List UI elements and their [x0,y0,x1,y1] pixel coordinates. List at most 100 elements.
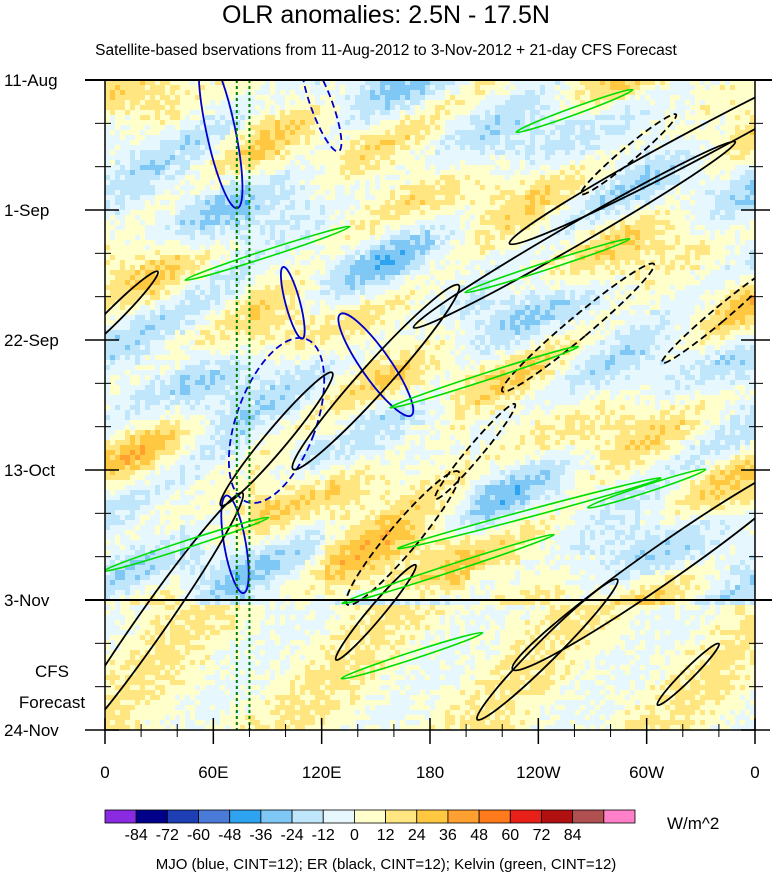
heatmap-cell [395,195,401,201]
heatmap-cell [430,90,436,96]
heatmap-cell [510,245,516,251]
heatmap-cell [630,240,636,246]
heatmap-cell [495,170,501,176]
heatmap-cell [135,190,141,196]
heatmap-cell [200,130,206,136]
heatmap-cell [145,260,151,266]
heatmap-cell [130,270,136,276]
heatmap-cell [190,175,196,181]
heatmap-cell [405,190,411,196]
heatmap-cell [225,110,231,116]
heatmap-cell [505,205,511,211]
heatmap-cell [645,135,651,141]
heatmap-cell [130,190,136,196]
heatmap-cell [515,185,521,191]
heatmap-cell [145,110,151,116]
heatmap-cell [200,175,206,181]
heatmap-cell [360,185,366,191]
heatmap-cell [515,225,521,231]
heatmap-cell [550,190,556,196]
heatmap-cell [550,115,556,121]
heatmap-cell [750,105,755,111]
heatmap-cell [660,120,666,126]
heatmap-cell [220,135,226,141]
heatmap-cell [185,215,191,221]
heatmap-cell [540,115,546,121]
heatmap-cell [260,250,266,256]
heatmap-cell [160,160,166,166]
heatmap-cell [410,170,416,176]
heatmap-cell [730,95,736,101]
heatmap-cell [640,230,646,236]
heatmap-cell [115,175,121,181]
heatmap-cell [690,165,696,171]
heatmap-cell [360,260,366,266]
heatmap-cell [480,195,486,201]
heatmap-cell [355,115,361,121]
heatmap-cell [625,185,631,191]
heatmap-cell [540,230,546,236]
heatmap-cell [485,250,491,256]
heatmap-cell [260,255,266,261]
heatmap-cell [475,215,481,221]
heatmap-cell [540,95,546,101]
heatmap-cell [730,220,736,226]
heatmap-cell [420,100,426,106]
heatmap-cell [110,255,116,261]
heatmap-cell [700,265,706,271]
heatmap-cell [480,205,486,211]
heatmap-cell [465,240,471,246]
heatmap-cell [285,215,291,221]
heatmap-cell [250,185,256,191]
heatmap-cell [660,150,666,156]
heatmap-cell [260,240,266,246]
heatmap-cell [230,190,236,196]
heatmap-cell [240,125,246,131]
heatmap-cell [560,260,566,266]
heatmap-cell [745,225,751,231]
heatmap-cell [735,145,741,151]
heatmap-cell [435,150,441,156]
heatmap-cell [585,120,591,126]
heatmap-cell [385,230,391,236]
heatmap-cell [185,245,191,251]
heatmap-cell [645,235,651,241]
heatmap-cell [700,110,706,116]
heatmap-cell [290,80,296,86]
heatmap-cell [680,200,686,206]
heatmap-cell [475,135,481,141]
heatmap-cell [195,270,201,276]
heatmap-cell [660,125,666,131]
heatmap-cell [535,80,541,86]
heatmap-cell [160,180,166,186]
heatmap-cell [355,80,361,86]
heatmap-cell [550,150,556,156]
heatmap-cell [280,240,286,246]
heatmap-cell [350,240,356,246]
heatmap-cell [355,180,361,186]
heatmap-cell [180,180,186,186]
heatmap-cell [135,155,141,161]
heatmap-cell [280,225,286,231]
heatmap-cell [415,250,421,256]
heatmap-cell [735,265,741,271]
heatmap-cell [710,135,716,141]
heatmap-cell [730,185,736,191]
heatmap-cell [595,90,601,96]
heatmap-cell [690,85,696,91]
heatmap-cell [160,105,166,111]
heatmap-cell [470,265,476,271]
heatmap-cell [620,190,626,196]
heatmap-cell [145,255,151,261]
heatmap-cell [430,255,436,261]
heatmap-cell [430,110,436,116]
heatmap-cell [170,240,176,246]
heatmap-cell [705,160,711,166]
heatmap-cell [605,80,611,86]
heatmap-cell [750,235,755,241]
heatmap-cell [355,135,361,141]
heatmap-cell [450,250,456,256]
heatmap-cell [555,245,561,251]
heatmap-cell [330,180,336,186]
heatmap-cell [535,165,541,171]
